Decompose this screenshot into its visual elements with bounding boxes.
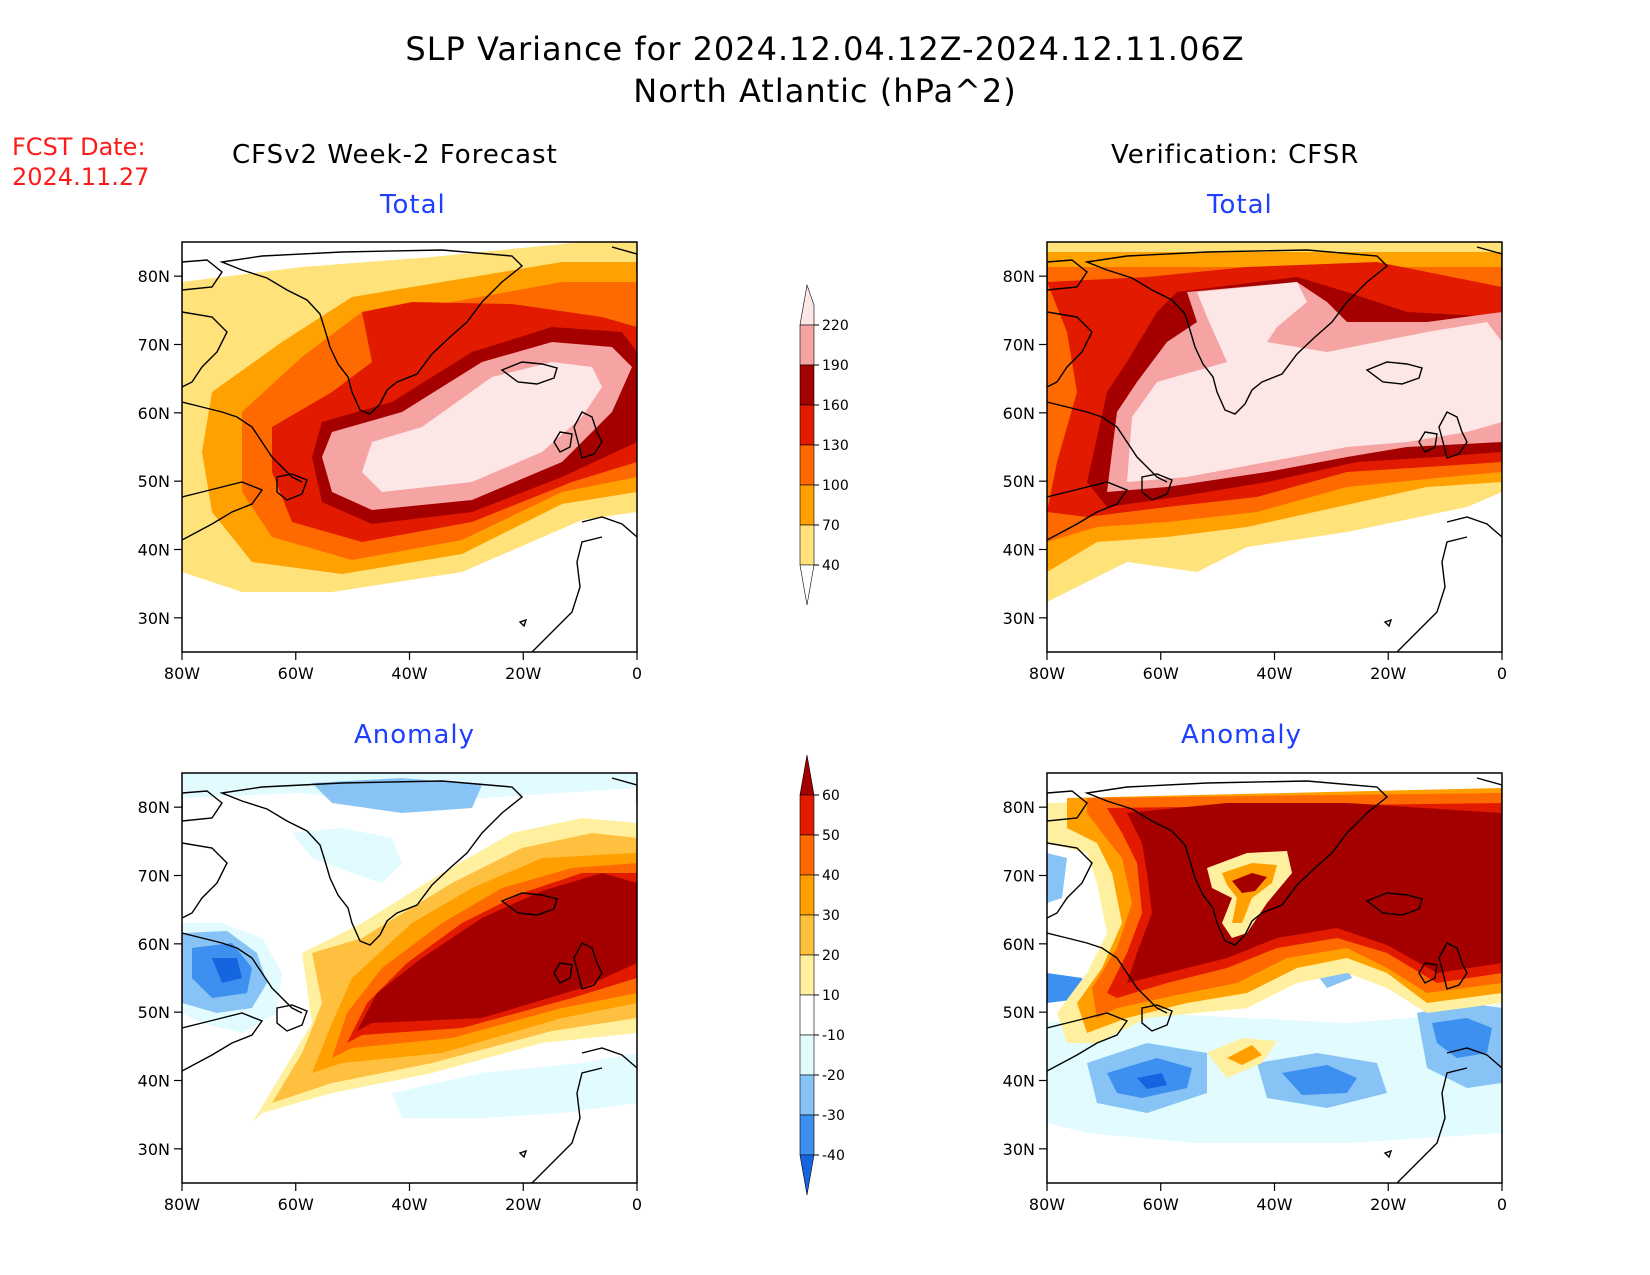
lon-tick-label: 20W bbox=[1370, 1195, 1406, 1214]
lon-tick-label: 20W bbox=[1370, 664, 1406, 683]
lat-tick-label: 70N bbox=[138, 867, 170, 886]
lat-tick-label: 50N bbox=[138, 472, 170, 491]
colorbar-segment bbox=[799, 283, 815, 326]
colorbar-segment bbox=[799, 524, 815, 566]
colorbar-label: -40 bbox=[822, 1148, 845, 1164]
colorbar-segment bbox=[799, 834, 815, 876]
lat-tick-label: 80N bbox=[1003, 267, 1035, 286]
lon-tick-label: 40W bbox=[1256, 664, 1292, 683]
lon-tick-label: 80W bbox=[1029, 1195, 1065, 1214]
colorbar-segment bbox=[799, 484, 815, 526]
panel-title-forecast-anomaly: Anomaly bbox=[354, 720, 476, 750]
colorbar-segment bbox=[799, 444, 815, 486]
lat-tick-label: 60N bbox=[138, 404, 170, 423]
colorbar-segment bbox=[799, 954, 815, 996]
lat-tick-label: 40N bbox=[1003, 541, 1035, 560]
colorbar-segment bbox=[799, 1114, 815, 1156]
colorbar-label: 50 bbox=[822, 828, 840, 844]
colorbar-segment bbox=[799, 1154, 815, 1196]
lon-tick-label: 0 bbox=[632, 664, 642, 683]
lat-tick-label: 30N bbox=[1003, 1140, 1035, 1159]
colorbar-total: 40 70 100 130 160 190 220 bbox=[799, 283, 849, 606]
lat-tick-label: 50N bbox=[1003, 472, 1035, 491]
lat-tick-label: 40N bbox=[138, 541, 170, 560]
verification-anomaly-map bbox=[1047, 773, 1502, 1183]
lon-tick-label: 80W bbox=[164, 1195, 200, 1214]
lat-tick-label: 80N bbox=[138, 798, 170, 817]
colorbar-segment bbox=[799, 364, 815, 406]
fcst-date-value: 2024.11.27 bbox=[12, 163, 150, 191]
colorbar-label: 130 bbox=[822, 438, 849, 454]
lat-tick-label: 40N bbox=[1003, 1072, 1035, 1091]
forecast-anomaly-map bbox=[182, 773, 637, 1183]
colorbar-segment bbox=[799, 794, 815, 836]
lon-tick-label: 20W bbox=[505, 664, 541, 683]
colorbar-label: 100 bbox=[822, 478, 849, 494]
fcst-date-label: FCST Date: bbox=[12, 133, 146, 161]
lon-tick-label: 40W bbox=[1256, 1195, 1292, 1214]
colorbar-label: 40 bbox=[822, 868, 840, 884]
lat-tick-label: 60N bbox=[1003, 404, 1035, 423]
figure-title: SLP Variance for 2024.12.04.12Z-2024.12.… bbox=[405, 30, 1245, 68]
lon-tick-label: 80W bbox=[164, 664, 200, 683]
verification-total-map bbox=[1047, 242, 1502, 652]
panel-title-forecast-total: Total bbox=[380, 190, 446, 220]
lat-tick-label: 70N bbox=[1003, 336, 1035, 355]
colorbar-label: 10 bbox=[822, 988, 840, 1004]
colorbar-label: 20 bbox=[822, 948, 840, 964]
colorbar-segment bbox=[799, 914, 815, 956]
lat-tick-label: 30N bbox=[1003, 609, 1035, 628]
map-axes: 30N 40N 50N 60N 70N 80N 80W 60W 40W 20W 0 30N 40N 50N… bbox=[138, 267, 1507, 1214]
colorbar-segment bbox=[799, 1074, 815, 1116]
colorbar-segment bbox=[799, 994, 815, 1036]
panel-title-verification-total: Total bbox=[1207, 190, 1273, 220]
colorbar-segment bbox=[799, 564, 815, 606]
lon-tick-label: 60W bbox=[278, 1195, 314, 1214]
colorbar-segment bbox=[799, 1034, 815, 1076]
colorbar-label: 30 bbox=[822, 908, 840, 924]
lat-tick-label: 60N bbox=[138, 935, 170, 954]
lon-tick-label: 40W bbox=[391, 1195, 427, 1214]
lon-tick-label: 60W bbox=[278, 664, 314, 683]
lon-tick-label: 0 bbox=[1497, 1195, 1507, 1214]
lat-tick-label: 80N bbox=[138, 267, 170, 286]
colorbar-label: 160 bbox=[822, 398, 849, 414]
colorbar-label: 190 bbox=[822, 358, 849, 374]
colorbar-label: 70 bbox=[822, 518, 840, 534]
colorbar-label: 40 bbox=[822, 558, 840, 574]
lon-tick-label: 20W bbox=[505, 1195, 541, 1214]
lon-tick-label: 40W bbox=[391, 664, 427, 683]
lon-tick-label: 80W bbox=[1029, 664, 1065, 683]
lon-tick-label: 60W bbox=[1143, 1195, 1179, 1214]
lat-tick-label: 40N bbox=[138, 1072, 170, 1091]
colorbar-label: -10 bbox=[822, 1028, 845, 1044]
colorbar-label: -30 bbox=[822, 1108, 845, 1124]
lat-tick-label: 60N bbox=[1003, 935, 1035, 954]
lat-tick-label: 80N bbox=[1003, 798, 1035, 817]
column-title-verification: Verification: CFSR bbox=[1111, 140, 1360, 170]
colorbar-segment bbox=[799, 754, 815, 796]
lon-tick-label: 0 bbox=[632, 1195, 642, 1214]
colorbar-segment bbox=[799, 874, 815, 916]
lat-tick-label: 50N bbox=[1003, 1003, 1035, 1022]
colorbar-anomaly: -40 -30 -20 -10 10 20 30 40 50 60 bbox=[799, 754, 845, 1196]
lat-tick-label: 70N bbox=[1003, 867, 1035, 886]
colorbar-segment bbox=[799, 404, 815, 446]
column-title-forecast: CFSv2 Week-2 Forecast bbox=[232, 140, 558, 170]
colorbar-label: 220 bbox=[822, 318, 849, 334]
lat-tick-label: 30N bbox=[138, 609, 170, 628]
lat-tick-label: 70N bbox=[138, 336, 170, 355]
colorbar-label: -20 bbox=[822, 1068, 845, 1084]
panel-title-verification-anomaly: Anomaly bbox=[1181, 720, 1303, 750]
colorbar-segment bbox=[799, 324, 815, 366]
lat-tick-label: 30N bbox=[138, 1140, 170, 1159]
figure-subtitle: North Atlantic (hPa^2) bbox=[633, 72, 1017, 110]
forecast-total-map bbox=[182, 242, 637, 652]
lat-tick-label: 50N bbox=[138, 1003, 170, 1022]
lon-tick-label: 0 bbox=[1497, 664, 1507, 683]
lon-tick-label: 60W bbox=[1143, 664, 1179, 683]
colorbar-label: 60 bbox=[822, 788, 840, 804]
